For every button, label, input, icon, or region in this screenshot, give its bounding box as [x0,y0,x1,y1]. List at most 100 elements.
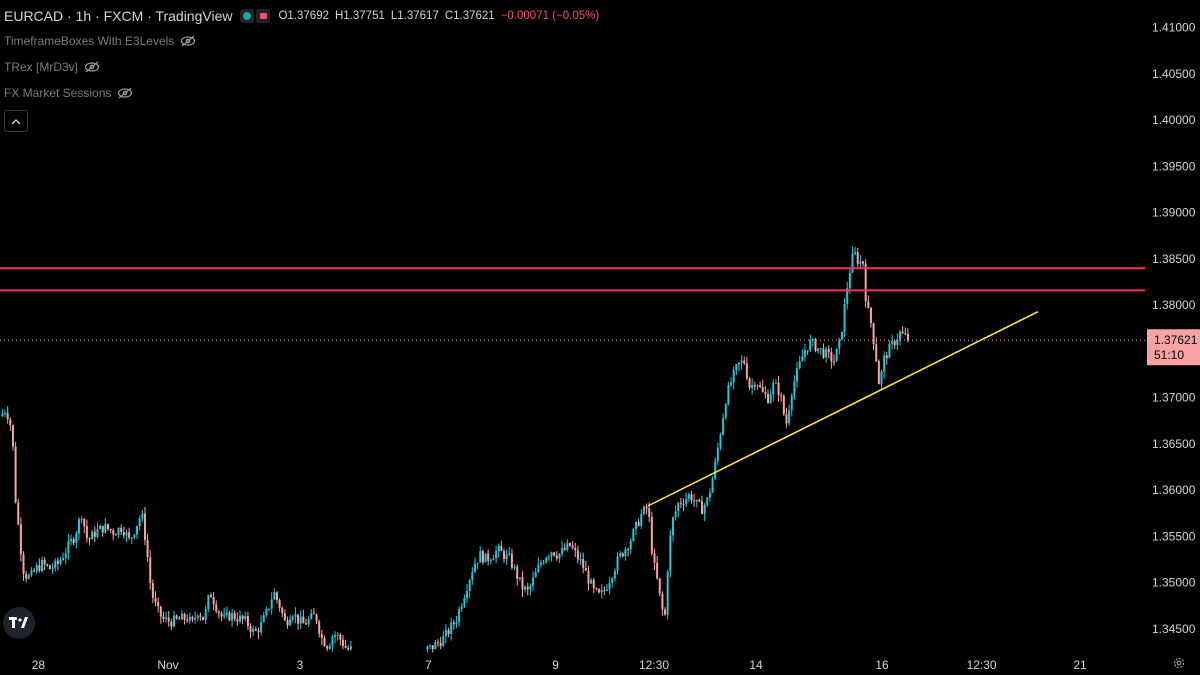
x-tick-label: 9 [552,658,559,672]
candle-body [687,494,690,499]
x-tick-label: 7 [425,658,432,672]
candle-body [777,382,780,396]
candle-body [202,616,205,621]
candle-body [782,395,785,415]
indicator-row[interactable]: TimeframeBoxes With E3Levels [4,34,196,48]
candle-body [35,565,38,572]
x-tick-label: 12:30 [639,658,669,672]
candle-body [48,565,51,570]
candle-body [518,577,521,579]
candle-body [727,385,730,405]
candle-body [466,591,469,599]
candle-body [157,602,160,607]
candle-body [600,590,603,593]
candle-body [151,583,154,599]
candle-body [561,547,564,554]
candle-body [331,636,334,646]
candle-body [896,339,899,346]
candle-body [724,404,727,419]
candle-body [669,535,672,572]
y-tick-label: 1.37000 [1152,391,1196,405]
y-tick-label: 1.39500 [1152,159,1196,173]
candle-body [650,517,653,554]
candle-body [85,526,88,539]
change-value: −0.00071 (−0.05%) [500,10,600,22]
candle-body [262,615,265,623]
tradingview-logo[interactable] [3,607,35,639]
candle-body [885,355,888,359]
candle-body [767,394,769,403]
collapse-indicators-button[interactable] [4,110,28,132]
candle-body [761,386,764,393]
candle-body [611,578,614,584]
candle-body [843,304,846,332]
candle-body [72,539,75,543]
candle-body [323,638,326,647]
candle-body [268,608,271,610]
candle-body [851,253,854,273]
candle-body [186,619,189,621]
candle-body [822,348,825,358]
candle-body [30,570,33,576]
candle-body [740,360,743,363]
candle-body [328,645,331,649]
indicator-label: TimeframeBoxes With E3Levels [4,34,175,48]
candle-body [856,252,859,264]
candle-body [563,547,566,550]
candle-body [677,503,680,512]
candle-body [173,615,175,627]
candle-body [130,537,133,539]
candle-body [714,461,717,479]
candle-body [302,616,305,624]
candle-body [708,492,711,498]
candle-body [864,263,867,302]
indicator-label: TRex [MrD3v] [4,60,79,74]
y-tick-label: 1.38000 [1152,298,1196,312]
candle-body [645,506,648,509]
low-value: L1.37617 [390,10,439,22]
candle-body [165,617,168,620]
market-status-icon[interactable] [240,9,255,23]
candle-body [867,301,870,309]
candle-body [484,553,487,563]
candle-body [254,629,257,631]
indicator-row[interactable]: TRex [MrD3v] [4,60,100,74]
high-value: H1.37751 [334,10,385,22]
candle-body [138,518,141,526]
candle-body [299,616,302,624]
candle-body [64,553,67,558]
candle-body [178,618,181,620]
candle-body [817,348,820,352]
candle-body [265,608,268,616]
candle-body [46,564,49,566]
x-tick-label: 3 [297,658,304,672]
settings-gear-icon[interactable] [1172,656,1186,670]
eye-hidden-icon[interactable] [117,87,133,99]
candle-body [706,497,709,505]
candle-body [233,613,236,620]
eye-hidden-icon[interactable] [180,35,196,47]
eye-hidden-icon[interactable] [84,61,100,73]
data-status-icon[interactable] [256,9,271,23]
candle-body [666,571,669,615]
symbol-title[interactable]: EURCAD · 1h · FXCM · TradingView [4,8,233,24]
candle-body [790,395,793,411]
candle-body [91,531,94,540]
candle-body [722,418,725,435]
candle-body [711,478,714,493]
candle-body [632,529,635,541]
indicator-row[interactable]: FX Market Sessions [4,86,133,100]
candle-body [906,333,909,341]
candle-body [803,350,806,357]
candle-body [904,333,907,335]
candle-body [698,499,701,502]
open-value: O1.37692 [278,10,329,22]
y-tick-label: 1.36000 [1152,483,1196,497]
candle-body [605,589,608,591]
candle-body [207,595,210,610]
status-dots[interactable] [240,9,271,23]
candle-body [862,261,865,264]
candle-body [283,613,286,621]
chevron-up-icon [11,118,21,124]
